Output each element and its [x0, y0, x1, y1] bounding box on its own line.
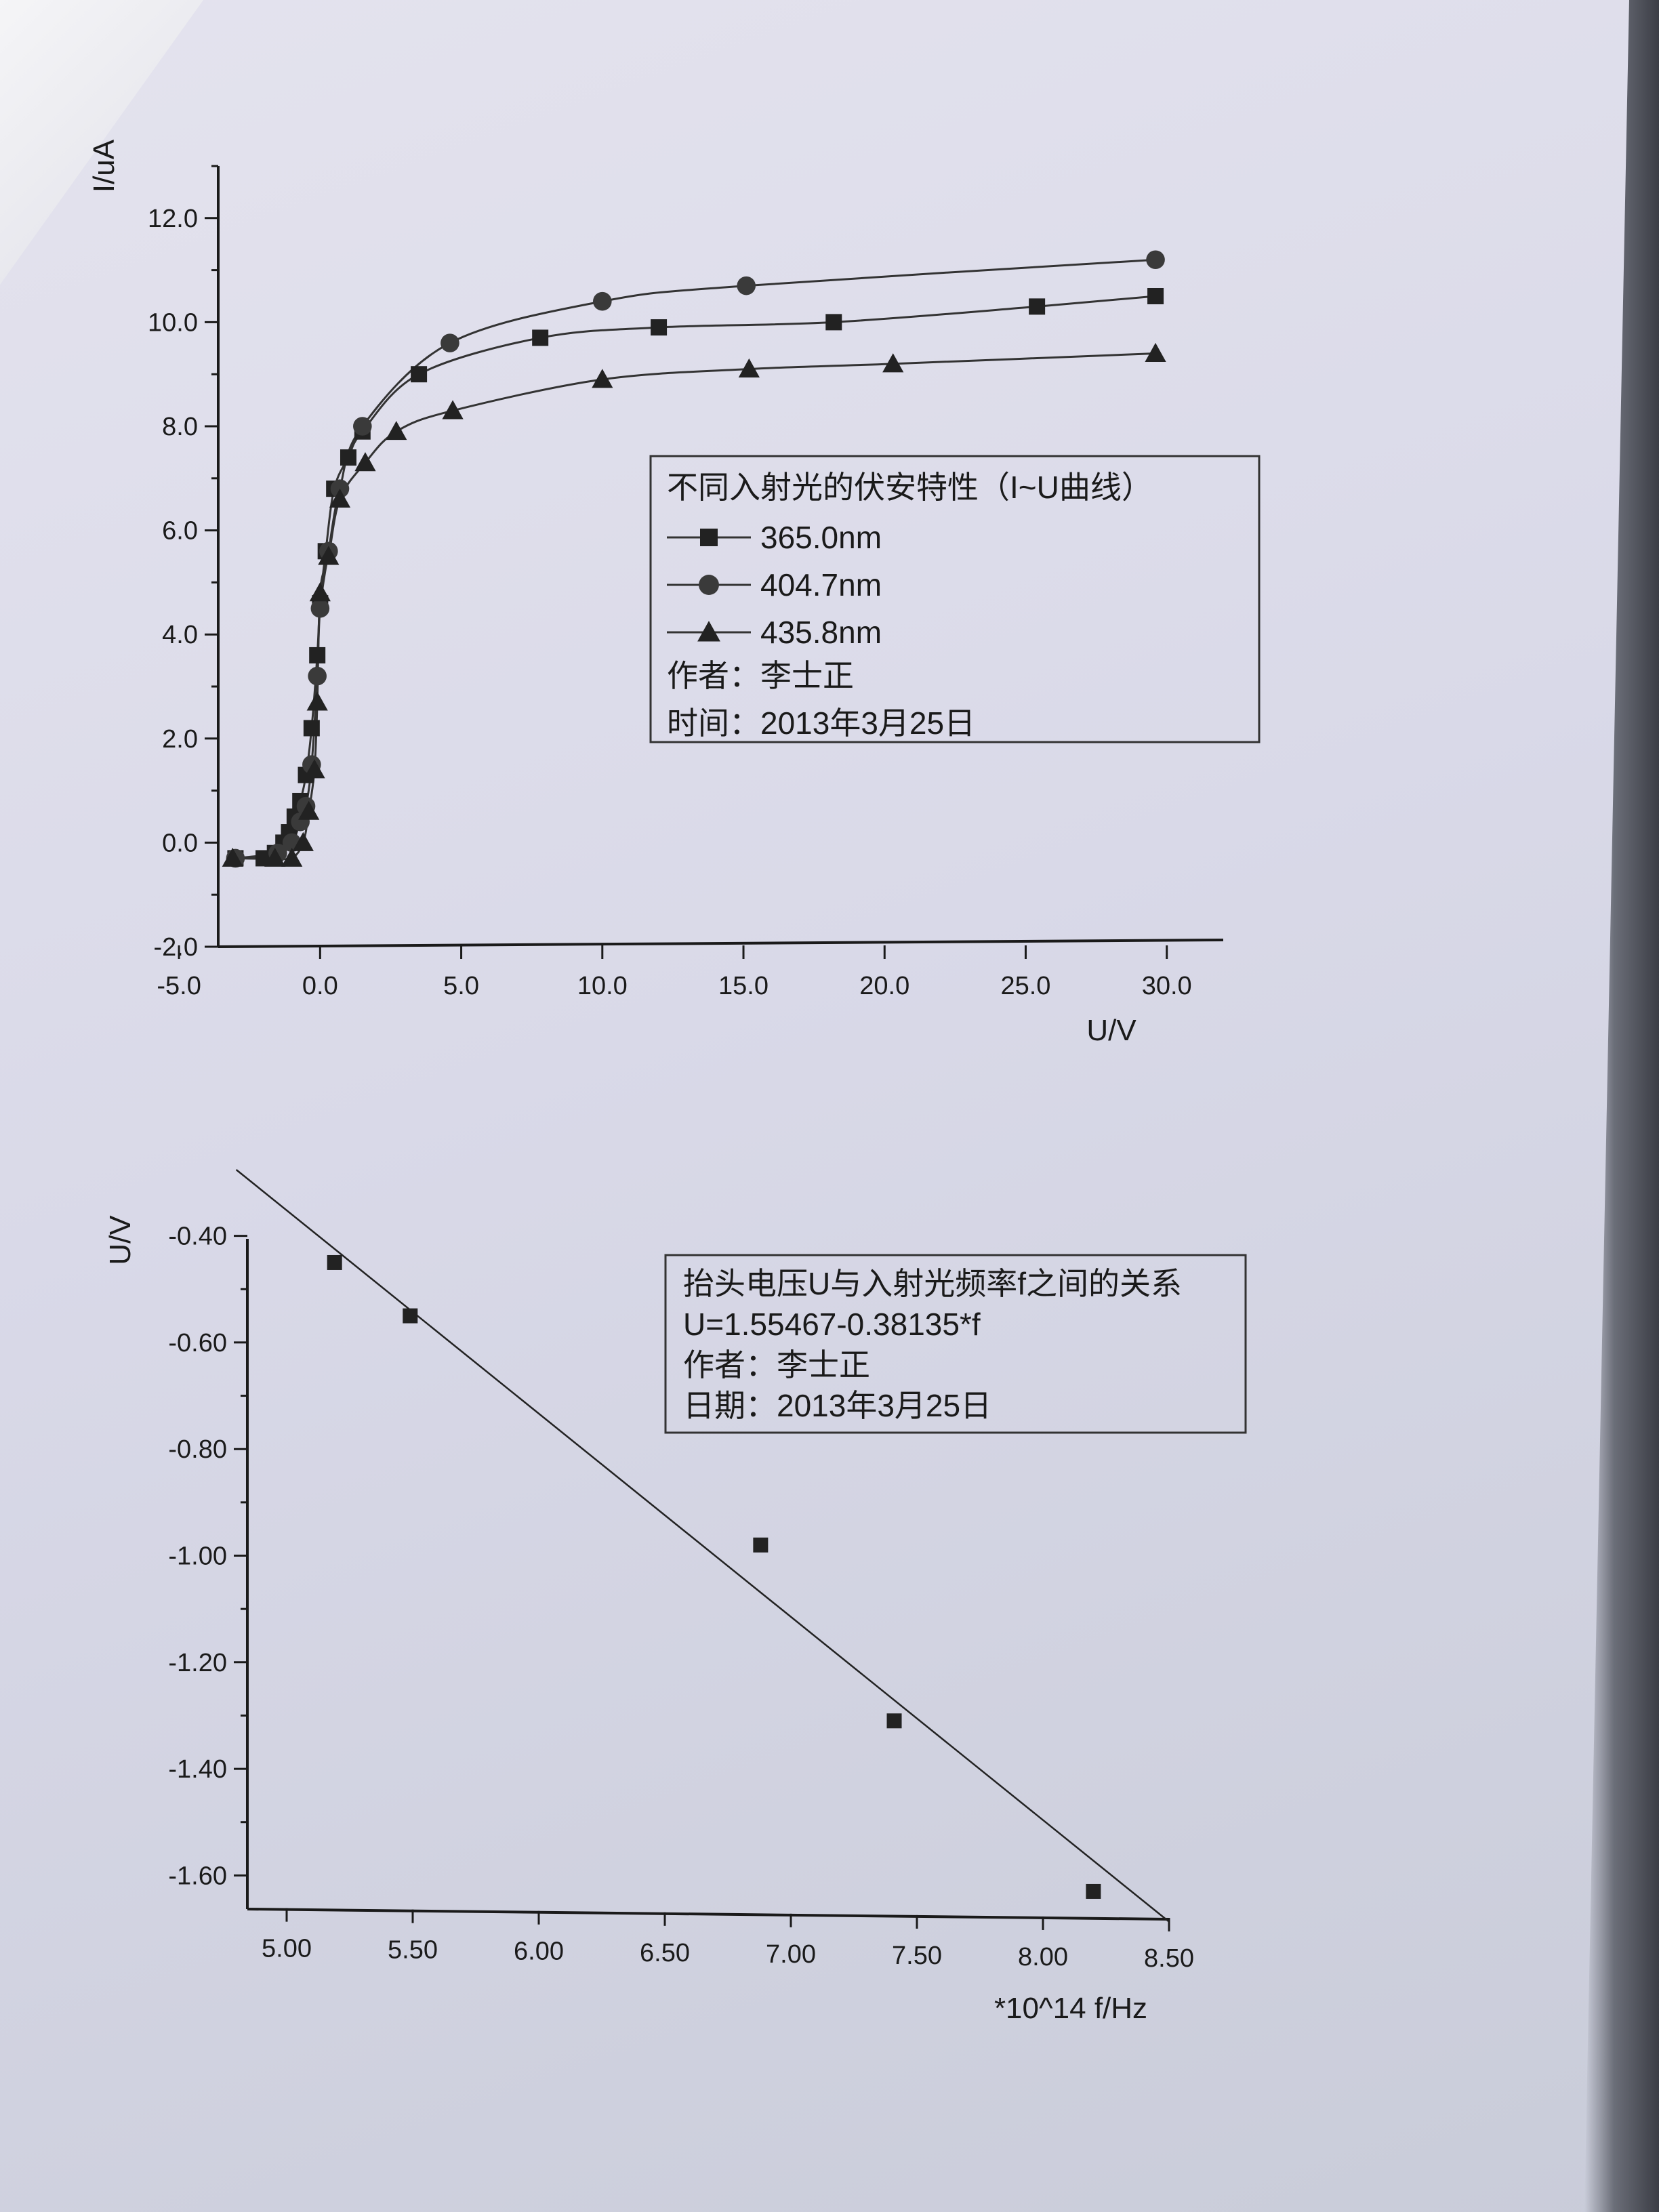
point-435.8nm	[1145, 342, 1166, 362]
point-435.8nm	[354, 452, 376, 472]
point-404.7nm	[592, 291, 612, 311]
legend-box	[664, 1254, 1247, 1434]
x-axis-line	[218, 939, 1224, 948]
legend-line-text: 抬头电压U与入射光频率f之间的关系	[683, 1266, 1182, 1301]
point-404.7nm	[441, 333, 459, 352]
point-404.7nm	[310, 599, 330, 618]
point-365.0nm	[411, 366, 428, 383]
legend-box	[649, 455, 1261, 743]
y-tick-label: -1.40	[168, 1755, 227, 1784]
data-point	[403, 1308, 418, 1324]
point-404.7nm	[1146, 250, 1165, 270]
iu-curve-chart: -2.0 0.0 2.0 4.0 6.0 8.0 10.0 12.0 -5.0 0.0 5.0 10.…	[87, 139, 1261, 1047]
x-tick-label: 0.0	[302, 972, 338, 1000]
legend-marker-365.0nm	[700, 529, 718, 546]
y-tick-label: -0.40	[168, 1223, 227, 1251]
legend-marker-435.8nm	[697, 621, 720, 642]
x-tick-label: 5.00	[262, 1935, 312, 1963]
point-404.7nm	[308, 666, 327, 686]
y-tick-label: -2.0	[154, 933, 198, 962]
legend-marker-404.7nm	[699, 575, 719, 595]
legend-title: 不同入射光的伏安特性（I~U曲线）	[667, 470, 1153, 505]
y-tick-label: -1.20	[168, 1649, 227, 1677]
data-point	[327, 1254, 342, 1270]
x-tick-label: 5.0	[443, 972, 479, 1000]
y-axis-title: U/V	[104, 1215, 137, 1265]
point-435.8nm	[222, 847, 243, 867]
point-435.8nm	[309, 582, 331, 602]
y-tick-label: -0.80	[168, 1435, 227, 1464]
point-365.0nm	[532, 329, 549, 346]
x-tick-label: 5.50	[388, 1936, 438, 1965]
point-365.0nm	[825, 314, 842, 331]
y-tick-label: 4.0	[162, 621, 198, 649]
y-tick-label: 0.0	[162, 829, 198, 857]
x-tick-label: 7.50	[892, 1942, 942, 1970]
x-tick-label: 6.50	[640, 1939, 690, 1967]
y-tick-label: -1.00	[168, 1542, 227, 1571]
point-435.8nm	[298, 800, 320, 820]
y-tick-label: 10.0	[148, 308, 198, 337]
point-435.8nm	[264, 847, 286, 867]
y-tick-label: 12.0	[148, 205, 198, 233]
x-tick-label: 20.0	[859, 972, 909, 1000]
fit-legend: 抬头电压U与入射光频率f之间的关系 U=1.55467-0.38135*f 作者：李…	[664, 1254, 1247, 1434]
y-tick-label: -0.60	[168, 1329, 227, 1357]
point-435.8nm	[306, 691, 328, 711]
point-365.0nm	[1147, 288, 1164, 304]
point-435.8nm	[318, 546, 340, 565]
point-435.8nm	[281, 847, 303, 867]
legend-series-name: 435.8nm	[760, 615, 882, 650]
y-tick-label: -1.60	[168, 1862, 227, 1890]
legend-line-text: U=1.55467-0.38135*f	[683, 1307, 981, 1342]
point-365.0nm	[309, 647, 326, 663]
data-point	[1086, 1883, 1101, 1899]
x-tick-label: 8.00	[1018, 1943, 1068, 1971]
y-axis-title: I/uA	[87, 139, 121, 192]
legend-note: 作者：李士正	[667, 658, 854, 693]
y-tick-label: 6.0	[162, 517, 198, 546]
x-axis-title: *10^14 f/Hz	[994, 1992, 1147, 2025]
legend-series-name: 365.0nm	[760, 520, 882, 555]
fit-line	[235, 1169, 1170, 1923]
point-435.8nm	[386, 421, 407, 441]
data-point	[753, 1537, 769, 1553]
point-404.7nm	[353, 417, 372, 436]
point-365.0nm	[340, 449, 356, 466]
iu-legend: 不同入射光的伏安特性（I~U曲线） 365.0nm 404.7nm 435.8nm 作者…	[649, 455, 1261, 743]
x-tick-label: 10.0	[577, 972, 628, 1000]
point-435.8nm	[738, 358, 760, 377]
legend-line-text: 日期：2013年3月25日	[683, 1388, 991, 1423]
x-tick-label: 6.00	[514, 1938, 564, 1966]
y-tick-label: 8.0	[162, 413, 198, 441]
x-tick-label: 30.0	[1142, 972, 1192, 1000]
x-tick-label: -5.0	[157, 972, 201, 1000]
x-tick-label: 25.0	[1000, 972, 1050, 1000]
legend-note: 时间：2013年3月25日	[667, 705, 975, 741]
x-tick-label: 7.00	[766, 1940, 816, 1969]
point-365.0nm	[651, 319, 668, 336]
x-axis-title: U/V	[1086, 1014, 1136, 1047]
x-tick-label: 15.0	[718, 972, 769, 1000]
x-axis-line	[247, 1908, 1170, 1921]
point-435.8nm	[882, 353, 904, 373]
point-435.8nm	[442, 400, 464, 419]
legend-line-text: 作者：李士正	[683, 1347, 870, 1382]
point-435.8nm	[592, 369, 613, 388]
x-tick-label: 8.50	[1144, 1944, 1194, 1973]
point-435.8nm	[329, 488, 351, 508]
y-tick-label: 2.0	[162, 725, 198, 754]
point-435.8nm	[292, 832, 314, 851]
point-435.8nm	[304, 759, 325, 779]
point-404.7nm	[737, 276, 756, 295]
point-365.0nm	[303, 720, 320, 737]
data-point	[886, 1713, 902, 1729]
legend-series-name: 404.7nm	[760, 567, 882, 602]
point-365.0nm	[1029, 298, 1046, 315]
